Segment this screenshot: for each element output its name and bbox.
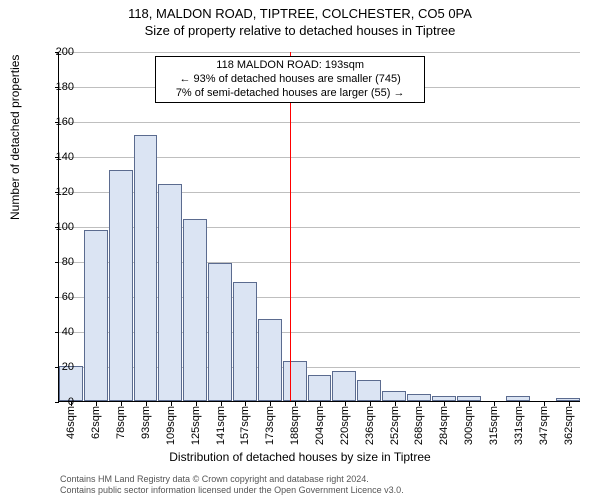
callout-line2: ← 93% of detached houses are smaller (74…	[162, 73, 418, 87]
ytick-label: 20	[44, 361, 74, 373]
ytick-label: 120	[44, 186, 74, 198]
footer-attribution: Contains HM Land Registry data © Crown c…	[60, 474, 404, 496]
histogram-bar	[258, 319, 282, 401]
ytick-label: 160	[44, 116, 74, 128]
histogram-bar	[556, 398, 580, 402]
callout-line3: 7% of semi-detached houses are larger (5…	[162, 87, 418, 101]
xtick-label: 284sqm	[438, 406, 450, 445]
histogram-bar	[308, 375, 332, 401]
xtick-label: 109sqm	[165, 406, 177, 445]
y-axis-label: Number of detached properties	[8, 55, 22, 220]
histogram-bar	[506, 396, 530, 401]
xtick-label: 62sqm	[90, 406, 102, 439]
xtick-label: 157sqm	[239, 406, 251, 445]
histogram-bar	[134, 135, 158, 401]
gridline	[59, 122, 580, 123]
footer-line2: Contains public sector information licen…	[60, 485, 404, 496]
callout-box: 118 MALDON ROAD: 193sqm ← 93% of detache…	[155, 56, 425, 103]
xtick-label: 220sqm	[339, 406, 351, 445]
xtick-label: 173sqm	[264, 406, 276, 445]
histogram-bar	[233, 282, 257, 401]
histogram-bar	[432, 396, 456, 401]
xtick-label: 46sqm	[65, 406, 77, 439]
plot-area: 46sqm62sqm78sqm93sqm109sqm125sqm141sqm15…	[58, 52, 580, 402]
xtick-label: 331sqm	[513, 406, 525, 445]
histogram-bar	[283, 361, 307, 401]
histogram-bar	[407, 394, 431, 401]
histogram-bar	[183, 219, 207, 401]
ytick-label: 40	[44, 326, 74, 338]
xtick-label: 236sqm	[364, 406, 376, 445]
xtick-label: 125sqm	[190, 406, 202, 445]
ytick-label: 80	[44, 256, 74, 268]
ytick-label: 100	[44, 221, 74, 233]
xtick-label: 78sqm	[115, 406, 127, 439]
histogram-bar	[357, 380, 381, 401]
gridline	[59, 52, 580, 53]
chart-title-line2: Size of property relative to detached ho…	[0, 23, 600, 40]
histogram-bar	[332, 371, 356, 401]
xtick-label: 204sqm	[314, 406, 326, 445]
histogram-bar	[109, 170, 133, 401]
ytick-label: 200	[44, 46, 74, 58]
ytick-label: 0	[44, 396, 74, 408]
xtick-label: 268sqm	[413, 406, 425, 445]
xtick-label: 315sqm	[488, 406, 500, 445]
callout-line1: 118 MALDON ROAD: 193sqm	[162, 59, 418, 73]
footer-line1: Contains HM Land Registry data © Crown c…	[60, 474, 404, 485]
ytick-label: 140	[44, 151, 74, 163]
histogram-bar	[208, 263, 232, 401]
histogram-bar	[84, 230, 108, 402]
histogram-bar	[382, 391, 406, 402]
x-axis-label: Distribution of detached houses by size …	[0, 450, 600, 464]
xtick-label: 252sqm	[389, 406, 401, 445]
ytick-label: 180	[44, 81, 74, 93]
property-size-chart: 118, MALDON ROAD, TIPTREE, COLCHESTER, C…	[0, 0, 600, 500]
chart-title-line1: 118, MALDON ROAD, TIPTREE, COLCHESTER, C…	[0, 0, 600, 23]
xtick-label: 362sqm	[563, 406, 575, 445]
ytick-label: 60	[44, 291, 74, 303]
xtick-label: 188sqm	[289, 406, 301, 445]
xtick-label: 347sqm	[538, 406, 550, 445]
marker-line	[290, 52, 291, 401]
histogram-bar	[457, 396, 481, 401]
xtick-label: 300sqm	[463, 406, 475, 445]
xtick-label: 93sqm	[140, 406, 152, 439]
xtick-label: 141sqm	[215, 406, 227, 445]
histogram-bar	[158, 184, 182, 401]
